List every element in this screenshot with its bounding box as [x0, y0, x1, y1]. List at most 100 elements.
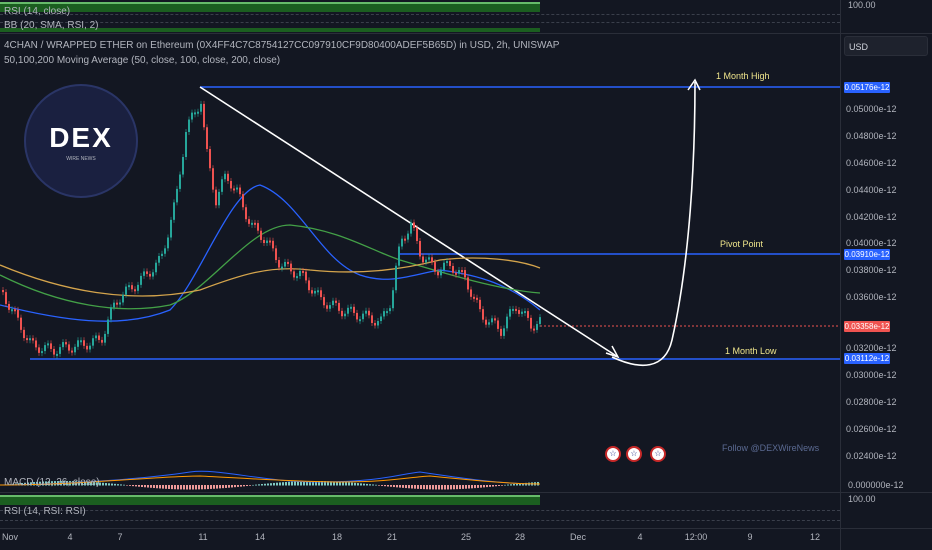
time-axis-tick: 12:00	[684, 532, 708, 542]
macd-histogram-bar	[294, 481, 296, 486]
macd-histogram-bar	[96, 482, 98, 486]
macd-histogram-bar	[225, 485, 227, 488]
rsi-top-green-band	[0, 2, 540, 12]
time-axis-tick: 9	[747, 532, 753, 542]
macd-histogram-bar	[378, 485, 380, 486]
macd-histogram-bar	[153, 485, 155, 489]
macd-histogram-bar	[492, 485, 494, 487]
macd-histogram-bar	[201, 485, 203, 490]
macd-histogram-bar	[357, 483, 359, 486]
macd-histogram-bar	[285, 482, 287, 486]
time-axis-tick: 12	[809, 532, 821, 542]
macd-histogram-bar	[162, 485, 164, 489]
macd-histogram-bar	[216, 485, 218, 489]
price-axis-tick: 0.05000e-12	[846, 104, 897, 114]
rsi-top-label[interactable]: RSI (14, close)	[4, 6, 71, 17]
macd-histogram-bar	[369, 484, 371, 486]
price-axis-tick: 0.04000e-12	[846, 238, 897, 248]
macd-histogram-bar	[165, 485, 167, 489]
macd-histogram-bar	[429, 485, 431, 490]
top-scale-label: 100.00	[848, 0, 876, 10]
macd-histogram-bar	[147, 485, 149, 488]
macd-histogram-bar	[324, 481, 326, 486]
macd-histogram-bar	[246, 485, 248, 487]
pane-separator-top[interactable]	[0, 33, 932, 34]
macd-histogram-bar	[219, 485, 221, 489]
macd-histogram-bar	[129, 485, 131, 486]
macd-histogram-bar	[228, 485, 230, 488]
time-axis-tick: 25	[460, 532, 472, 542]
chart-title[interactable]: 4CHAN / WRAPPED ETHER on Ethereum (0X4FF…	[4, 40, 560, 51]
macd-histogram-bar	[510, 484, 512, 486]
macd-histogram-bar	[414, 485, 416, 489]
pane-separator-bottom[interactable]	[0, 492, 932, 493]
macd-histogram-bar	[288, 481, 290, 486]
price-chart[interactable]	[0, 60, 840, 530]
macd-histogram-bar	[417, 485, 419, 489]
currency-label: USD	[849, 42, 869, 52]
event-flag-1[interactable]: ☆	[605, 446, 621, 462]
macd-histogram-bar	[186, 485, 188, 490]
macd-histogram-bar	[483, 485, 485, 488]
event-flag-3[interactable]: ☆	[650, 446, 666, 462]
macd-histogram-bar	[243, 485, 245, 487]
price-axis-tick: 0.03600e-12	[846, 292, 897, 302]
macd-histogram-bar	[81, 481, 83, 486]
bb-top-label[interactable]: BB (20, SMA, RSI, 2)	[4, 20, 99, 31]
macd-histogram-bar	[354, 482, 356, 486]
macd-histogram-bar	[156, 485, 158, 489]
macd-histogram-bar	[318, 481, 320, 486]
macd-histogram-bar	[447, 485, 449, 490]
trend-arrow-head	[605, 345, 620, 359]
macd-histogram-bar	[471, 485, 473, 489]
price-axis-tick: 0.02600e-12	[846, 424, 897, 434]
low-level-label: 1 Month Low	[725, 346, 777, 356]
macd-histogram-bar	[264, 483, 266, 486]
macd-histogram-bar	[303, 481, 305, 486]
rsi-bottom-label[interactable]: RSI (14, RSI: RSI)	[4, 506, 86, 517]
macd-histogram-bar	[384, 485, 386, 487]
macd-histogram-bar	[438, 485, 440, 490]
macd-histogram-bar	[516, 483, 518, 486]
macd-histogram-bar	[348, 482, 350, 486]
macd-histogram-bar	[102, 482, 104, 486]
follow-caption: Follow @DEXWireNews	[722, 443, 820, 453]
macd-histogram-bar	[474, 485, 476, 489]
high-price-tag: 0.05176e-12	[844, 82, 890, 93]
macd-histogram-bar	[363, 483, 365, 486]
rsi-top-pane	[0, 0, 840, 32]
rsi-bottom-green-band	[0, 495, 540, 505]
macd-histogram-bar	[396, 485, 398, 488]
time-axis-border	[0, 528, 932, 529]
macd-histogram-bar	[372, 484, 374, 486]
macd-histogram-bar	[75, 481, 77, 486]
macd-histogram-bar	[489, 485, 491, 487]
pivot-price-tag: 0.03910e-12	[844, 249, 890, 260]
macd-histogram-bar	[222, 485, 224, 489]
macd-histogram-bar	[261, 484, 263, 486]
macd-histogram-bar	[330, 481, 332, 486]
currency-selector[interactable]: USD	[844, 36, 928, 56]
macd-histogram-bar	[420, 485, 422, 490]
price-axis-tick: 0.02800e-12	[846, 397, 897, 407]
time-axis-tick: 11	[198, 532, 208, 542]
event-flag-2[interactable]: ☆	[626, 446, 642, 462]
macd-histogram-bar	[459, 485, 461, 490]
time-axis-tick: 4	[637, 532, 643, 542]
macd-histogram-bar	[480, 485, 482, 488]
macd-pane	[0, 470, 541, 490]
rsi-top-dotted-2	[0, 22, 840, 23]
macd-histogram-bar	[267, 483, 269, 486]
macd-histogram-bar	[195, 485, 197, 490]
moving-average-label[interactable]: 50,100,200 Moving Average (50, close, 10…	[4, 55, 281, 66]
macd-histogram-bar	[150, 485, 152, 488]
macd-histogram-bar	[375, 484, 377, 486]
macd-label[interactable]: MACD (12, 26, close)	[4, 477, 100, 488]
macd-histogram-bar	[90, 481, 92, 486]
macd-histogram-bar	[360, 483, 362, 486]
time-axis-tick: Nov	[1, 532, 19, 542]
macd-histogram-bar	[366, 483, 368, 486]
macd-histogram-bar	[426, 485, 428, 490]
macd-histogram-bar	[177, 485, 179, 490]
macd-histogram-bar	[390, 485, 392, 487]
